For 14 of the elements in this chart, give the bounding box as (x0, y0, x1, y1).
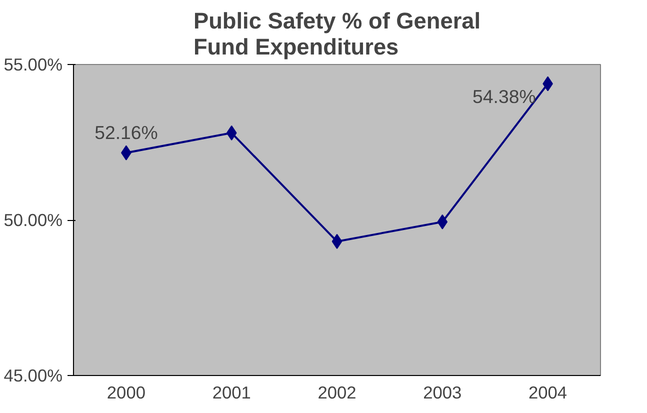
x-tick-label: 2002 (318, 382, 356, 402)
chart-title: Public Safety % of General Fund Expenditures (193, 8, 481, 60)
point (437, 214, 448, 230)
x-tick-label: 2004 (528, 382, 568, 402)
y-tick-label: 45.00% (4, 366, 63, 386)
x-tick-label: 2003 (423, 382, 462, 402)
data-label: 52.16% (94, 122, 158, 143)
y-tick-label: 50.00% (4, 210, 63, 230)
x-tick-label: 2001 (212, 382, 251, 402)
x-tick-label: 2000 (106, 382, 146, 402)
point (332, 234, 342, 249)
point (226, 125, 237, 140)
data-label: 54.38% (472, 86, 536, 107)
y-tick-label: 55.00% (4, 54, 63, 74)
